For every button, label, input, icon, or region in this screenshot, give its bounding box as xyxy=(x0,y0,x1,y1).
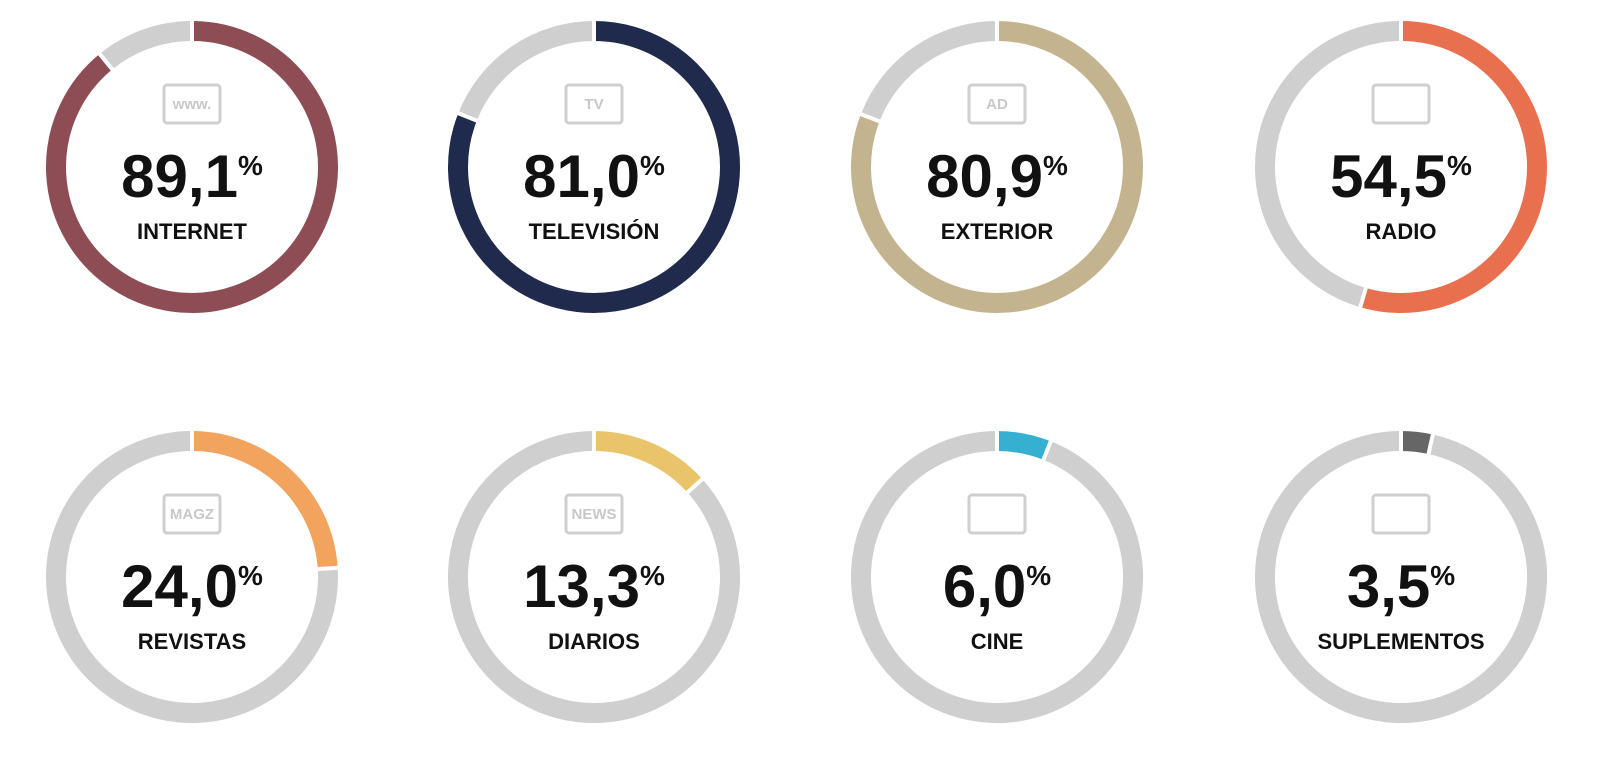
category-label: RADIO xyxy=(1366,219,1437,244)
value-number: 13,3 xyxy=(523,553,640,620)
icon-label: www. xyxy=(172,96,212,113)
donut-track xyxy=(99,21,193,70)
value-number: 24,0 xyxy=(121,553,238,620)
media-icon xyxy=(162,83,222,125)
donut-track xyxy=(448,431,740,723)
donut-track xyxy=(1255,21,1402,308)
value-unit: % xyxy=(1043,150,1068,181)
value-label: 13,3% xyxy=(523,553,665,620)
value-unit: % xyxy=(640,150,665,181)
value-label: 80,9% xyxy=(926,143,1068,210)
media-icon xyxy=(1371,493,1431,535)
icon-label: AD xyxy=(986,96,1008,113)
category-label: EXTERIOR xyxy=(941,219,1054,244)
segment-gap xyxy=(456,111,479,123)
donut-track xyxy=(860,21,998,122)
category-label: INTERNET xyxy=(137,219,248,244)
category-label: REVISTAS xyxy=(138,629,246,654)
donut-segment xyxy=(46,21,338,313)
media-icon xyxy=(162,493,222,535)
value-unit: % xyxy=(1026,560,1051,591)
donut-chart: NEWS 13,3% DIARIOS xyxy=(448,430,740,723)
donut-chart: www. 89,1% INTERNET xyxy=(46,20,338,313)
segment-gap xyxy=(1041,439,1053,462)
donut-track xyxy=(46,431,338,723)
media-icon xyxy=(967,83,1027,125)
segment-gap xyxy=(859,111,882,124)
segment-gap xyxy=(1426,433,1436,456)
value-number: 54,5 xyxy=(1330,143,1447,210)
donut-chart: 54,5% RADIO xyxy=(1255,20,1547,313)
value-label: 81,0% xyxy=(523,143,665,210)
segment-gap xyxy=(316,565,339,572)
value-number: 80,9 xyxy=(926,143,1043,210)
donut-chart: 6,0% CINE xyxy=(851,430,1143,723)
segment-gap xyxy=(685,476,705,495)
category-label: SUPLEMENTOS xyxy=(1317,629,1484,654)
donut-segment xyxy=(851,21,1143,313)
value-number: 3,5 xyxy=(1347,553,1430,620)
value-label: 3,5% xyxy=(1347,553,1455,620)
value-label: 54,5% xyxy=(1330,143,1472,210)
value-unit: % xyxy=(238,560,263,591)
media-icon xyxy=(967,493,1027,535)
category-label: CINE xyxy=(971,629,1024,654)
donut-segment xyxy=(593,431,703,493)
donut-segment xyxy=(996,431,1051,460)
donut-chart: 3,5% SUPLEMENTOS xyxy=(1255,430,1547,723)
value-number: 6,0 xyxy=(943,553,1026,620)
icon-label: TV xyxy=(584,96,603,113)
media-icon xyxy=(564,83,624,125)
category-label: TELEVISIÓN xyxy=(529,219,660,244)
value-label: 6,0% xyxy=(943,553,1051,620)
category-label: DIARIOS xyxy=(548,629,640,654)
donut-segment xyxy=(1360,21,1547,313)
donut-segment xyxy=(191,431,338,570)
icon-label: MAGZ xyxy=(170,506,214,523)
icon-label: NEWS xyxy=(572,506,617,523)
donut-segment xyxy=(448,21,740,313)
donut-chart: MAGZ 24,0% REVISTAS xyxy=(46,430,339,723)
value-unit: % xyxy=(640,560,665,591)
value-unit: % xyxy=(1447,150,1472,181)
value-number: 81,0 xyxy=(523,143,640,210)
media-icon xyxy=(1371,83,1431,125)
media-icon xyxy=(564,493,624,535)
segment-gap xyxy=(1358,286,1369,309)
donut-track xyxy=(458,21,595,121)
donut-track xyxy=(1255,431,1547,723)
donut-chart: TV 81,0% TELEVISIÓN xyxy=(448,20,740,313)
value-label: 89,1% xyxy=(121,143,263,210)
donut-track xyxy=(851,431,1143,723)
donut-chart: AD 80,9% EXTERIOR xyxy=(851,20,1143,313)
value-label: 24,0% xyxy=(121,553,263,620)
segment-gap xyxy=(97,51,115,72)
donut-segment xyxy=(1400,431,1433,455)
value-number: 89,1 xyxy=(121,143,238,210)
value-unit: % xyxy=(238,150,263,181)
value-unit: % xyxy=(1430,560,1455,591)
